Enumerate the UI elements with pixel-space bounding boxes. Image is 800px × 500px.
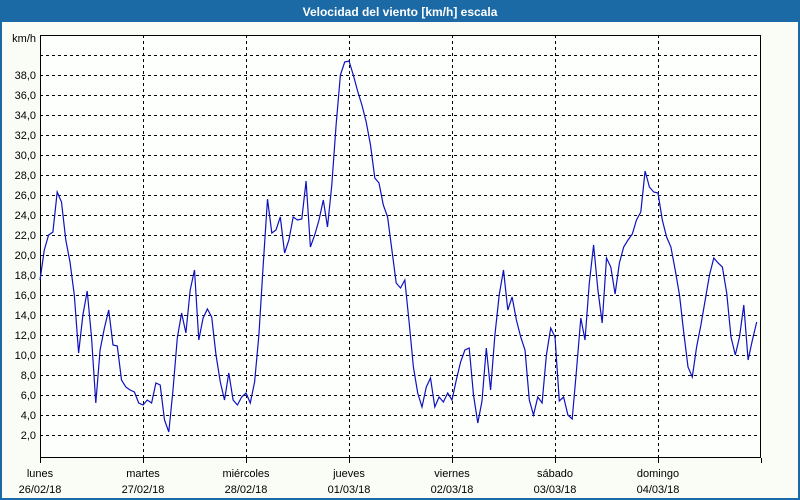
day-date-label: 02/03/18 (431, 484, 474, 496)
y-tick-label: 16,0 (15, 290, 36, 302)
y-axis-unit-label: km/h (12, 33, 36, 45)
day-name-label: domingo (637, 468, 679, 480)
y-tick-label: 18,0 (15, 270, 36, 282)
y-tick-label: 30,0 (15, 150, 36, 162)
y-tick-label: 8,0 (21, 370, 36, 382)
day-name-label: viernes (434, 468, 470, 480)
y-tick-label: 24,0 (15, 210, 36, 222)
y-tick-label: 32,0 (15, 130, 36, 142)
y-tick-label: 28,0 (15, 170, 36, 182)
day-date-label: 26/02/18 (19, 484, 62, 496)
y-tick-label: 38,0 (15, 70, 36, 82)
y-tick-label: 4,0 (21, 410, 36, 422)
day-date-label: 04/03/18 (637, 484, 680, 496)
chart-title: Velocidad del viento [km/h] escala (302, 5, 498, 19)
day-name-label: jueves (332, 468, 365, 480)
day-name-label: sábado (537, 468, 573, 480)
y-tick-label: 20,0 (15, 250, 36, 262)
day-date-label: 03/03/18 (534, 484, 577, 496)
y-tick-label: 36,0 (15, 90, 36, 102)
y-axis-labels: 38,0 36,0 34,0 32,0 30,0 28,0 26,0 24,0 22,0 20,0… (15, 70, 36, 442)
y-tick-label: 2,0 (21, 430, 36, 442)
day-date-label: 28/02/18 (225, 484, 268, 496)
y-tick-label: 10,0 (15, 350, 36, 362)
y-tick-label: 12,0 (15, 330, 36, 342)
y-tick-label: 14,0 (15, 310, 36, 322)
x-axis-labels: lunes 26/02/18 martes 27/02/18 miércoles 28/0… (19, 468, 680, 496)
chart-title-bar: Velocidad del viento [km/h] escala (2, 2, 798, 22)
x-axis-ticks (40, 458, 762, 463)
wind-speed-line (39, 60, 758, 433)
gridlines (40, 35, 761, 458)
day-name-label: martes (126, 468, 160, 480)
y-tick-label: 22,0 (15, 230, 36, 242)
day-date-label: 27/02/18 (122, 484, 165, 496)
day-name-label: miércoles (222, 468, 270, 480)
plot-border (40, 35, 761, 458)
day-name-label: lunes (27, 468, 54, 480)
y-tick-label: 34,0 (15, 110, 36, 122)
y-tick-label: 26,0 (15, 190, 36, 202)
day-date-label: 01/03/18 (328, 484, 371, 496)
y-tick-label: 6,0 (21, 390, 36, 402)
plot-area (40, 35, 761, 458)
